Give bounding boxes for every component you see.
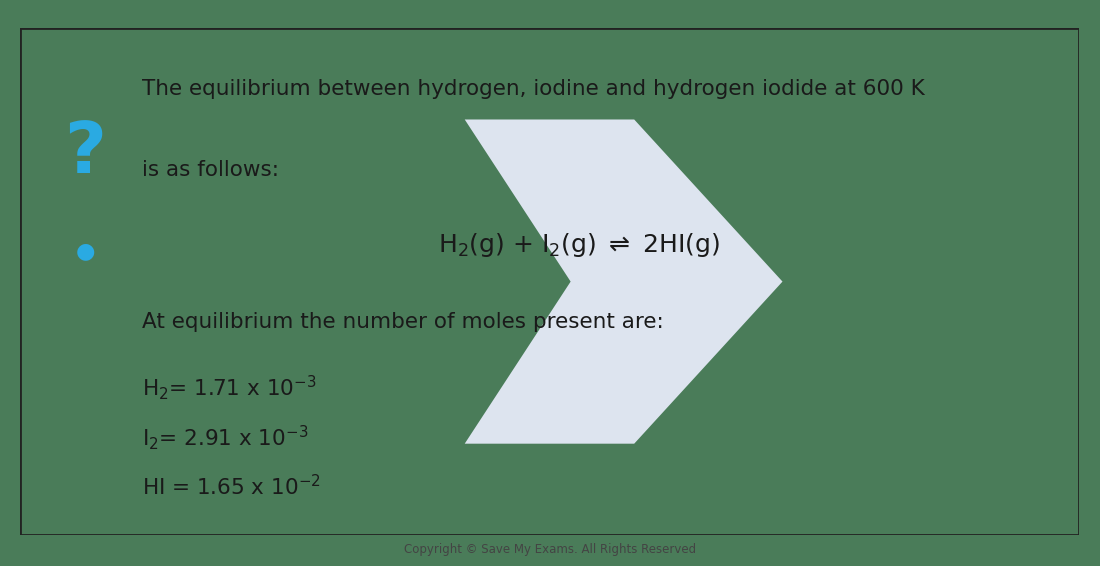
Text: is as follows:: is as follows: <box>142 160 278 180</box>
Text: The equilibrium between hydrogen, iodine and hydrogen iodide at 600 K: The equilibrium between hydrogen, iodine… <box>142 79 924 99</box>
Text: ?: ? <box>65 119 107 188</box>
Text: H$_2$(g) + I$_2$(g) $\rightleftharpoons$ 2HI(g): H$_2$(g) + I$_2$(g) $\rightleftharpoons$… <box>438 231 720 259</box>
Text: HI = 1.65 x 10$^{-2}$: HI = 1.65 x 10$^{-2}$ <box>142 474 320 499</box>
Text: At equilibrium the number of moles present are:: At equilibrium the number of moles prese… <box>142 312 663 332</box>
Text: I$_2$= 2.91 x 10$^{-3}$: I$_2$= 2.91 x 10$^{-3}$ <box>142 423 308 452</box>
Text: Copyright © Save My Exams. All Rights Reserved: Copyright © Save My Exams. All Rights Re… <box>404 543 696 556</box>
Polygon shape <box>464 119 782 444</box>
Text: H$_2$= 1.71 x 10$^{-3}$: H$_2$= 1.71 x 10$^{-3}$ <box>142 373 316 401</box>
Text: ●: ● <box>76 241 96 261</box>
